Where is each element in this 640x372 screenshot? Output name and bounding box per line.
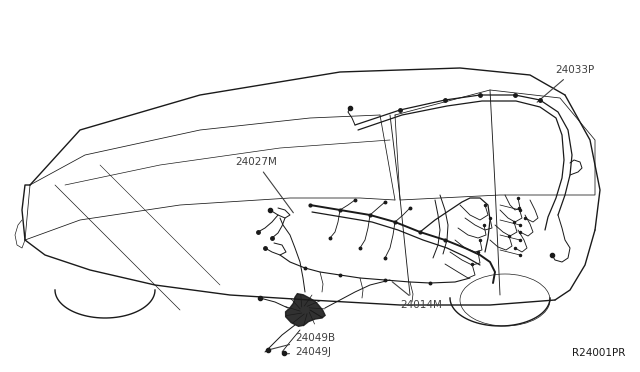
- Text: R24001PR: R24001PR: [572, 348, 625, 358]
- Text: 24033P: 24033P: [537, 65, 595, 102]
- Text: 24027M: 24027M: [235, 157, 293, 213]
- Text: 24049J: 24049J: [287, 347, 331, 357]
- Text: 24049B: 24049B: [271, 333, 335, 349]
- Text: 24014M: 24014M: [392, 282, 442, 310]
- Polygon shape: [285, 294, 325, 326]
